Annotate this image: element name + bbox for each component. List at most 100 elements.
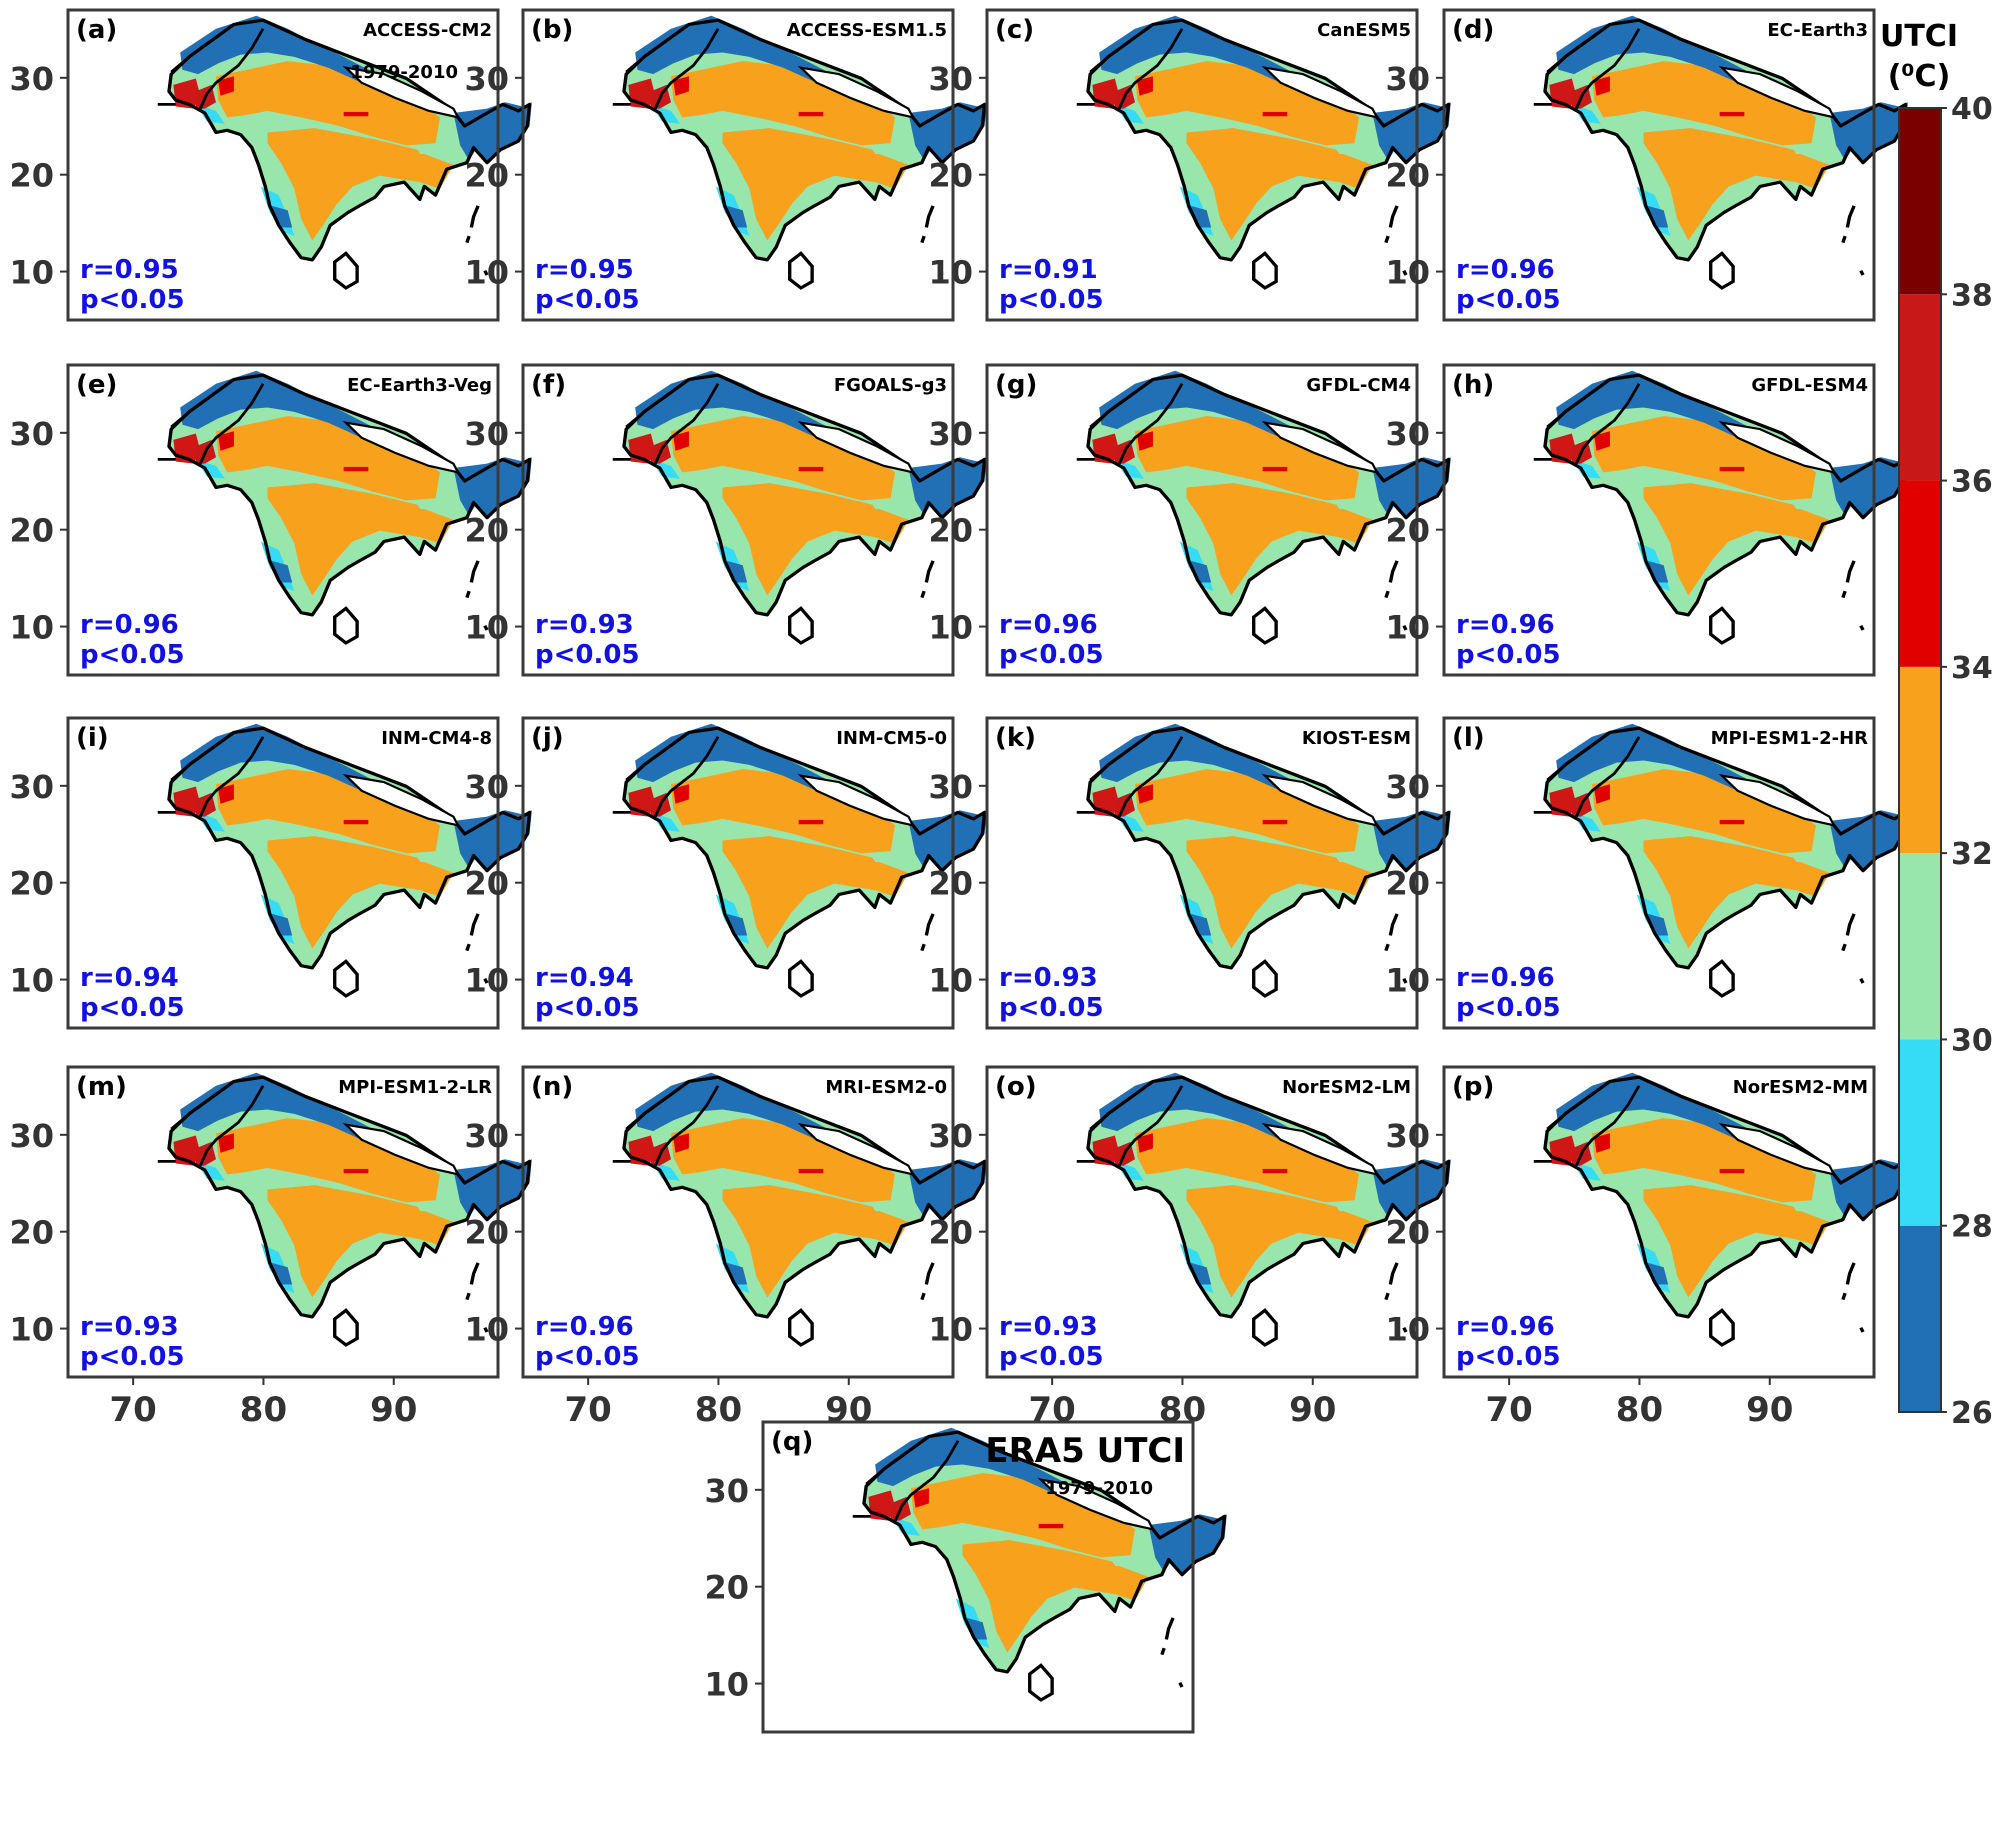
panel-letter: (q) xyxy=(771,1427,813,1457)
correlation-r: r=0.93 xyxy=(535,610,634,640)
x-tick-label: 70 xyxy=(564,1390,611,1430)
correlation-r: r=0.96 xyxy=(1456,1312,1555,1342)
x-tick-label: 90 xyxy=(1746,1390,1793,1430)
y-tick-label: 10 xyxy=(928,1311,973,1349)
panel-letter: (g) xyxy=(995,370,1037,400)
map-panel xyxy=(611,722,989,998)
correlation-r: r=0.95 xyxy=(80,255,179,285)
panel-model: KIOST-ESM xyxy=(1302,728,1411,749)
panel-model: ACCESS-CM2 xyxy=(363,20,492,41)
panel-model: MPI-ESM1-2-LR xyxy=(338,1077,492,1098)
map-region xyxy=(1075,14,1453,290)
map-region xyxy=(156,1071,534,1347)
panel-frame xyxy=(1442,716,1876,1030)
y-tick-label: 10 xyxy=(9,962,54,1000)
panel-frame xyxy=(1442,8,1876,322)
panel-letter: (n) xyxy=(531,1072,573,1102)
correlation-r: r=0.93 xyxy=(80,1312,179,1342)
y-tick-label: 10 xyxy=(1385,962,1430,1000)
panel-letter: (h) xyxy=(1452,370,1494,400)
colorbar-bin xyxy=(1899,666,1941,854)
panel-model: EC-Earth3 xyxy=(1767,20,1868,41)
x-tick-label: 70 xyxy=(1485,1390,1532,1430)
colorbar-tick-label: 32 xyxy=(1951,837,1993,872)
correlation-r: r=0.96 xyxy=(80,610,179,640)
y-tick-label: 10 xyxy=(9,1311,54,1349)
map-panel xyxy=(1532,369,1910,645)
panel-model: MPI-ESM1-2-HR xyxy=(1711,728,1868,749)
map-region xyxy=(611,722,989,998)
panel-frame xyxy=(761,1420,1195,1734)
panel-letter: (p) xyxy=(1452,1072,1494,1102)
colorbar-bin xyxy=(1899,1225,1941,1412)
panel-letter: (f) xyxy=(531,370,566,400)
map-panel xyxy=(1532,1071,1910,1347)
map-region xyxy=(1075,722,1453,998)
map-panel xyxy=(156,14,534,290)
y-tick-label: 30 xyxy=(9,415,54,453)
panel-model: EC-Earth3-Veg xyxy=(347,375,492,396)
map-panel xyxy=(611,1071,989,1347)
x-tick-label: 80 xyxy=(1159,1390,1206,1430)
panel-frame xyxy=(66,716,500,1030)
significance-p: p<0.05 xyxy=(535,640,640,670)
y-tick-label: 20 xyxy=(9,512,54,550)
significance-p: p<0.05 xyxy=(999,640,1104,670)
map-panel xyxy=(1532,722,1910,998)
colorbar-tick-label: 34 xyxy=(1951,651,1993,686)
map-region xyxy=(156,722,534,998)
y-tick-label: 20 xyxy=(464,865,509,903)
panel-period: 1979-2010 xyxy=(1045,1478,1153,1499)
y-tick-label: 20 xyxy=(704,1569,749,1607)
correlation-r: r=0.96 xyxy=(1456,255,1555,285)
x-tick-label: 90 xyxy=(370,1390,417,1430)
y-tick-label: 10 xyxy=(464,962,509,1000)
x-tick-label: 70 xyxy=(109,1390,156,1430)
panel-frame xyxy=(66,8,500,322)
colorbar-unit: (⁰C) xyxy=(1888,59,1951,94)
x-tick-label: 80 xyxy=(1616,1390,1663,1430)
y-tick-label: 10 xyxy=(1385,1311,1430,1349)
x-tick-label: 90 xyxy=(825,1390,872,1430)
y-tick-label: 30 xyxy=(9,768,54,806)
panel-frame xyxy=(985,716,1419,1030)
y-tick-label: 10 xyxy=(464,254,509,292)
panel-letter: (k) xyxy=(995,723,1036,753)
panel-frame xyxy=(66,1065,500,1379)
panel-model: MRI-ESM2-0 xyxy=(825,1077,947,1098)
panel-model: GFDL-ESM4 xyxy=(1751,375,1868,396)
y-tick-label: 30 xyxy=(1385,768,1430,806)
y-tick-label: 30 xyxy=(464,768,509,806)
y-tick-label: 10 xyxy=(9,254,54,292)
significance-p: p<0.05 xyxy=(1456,640,1561,670)
correlation-r: r=0.96 xyxy=(1456,610,1555,640)
map-region xyxy=(1075,1071,1453,1347)
map-region xyxy=(611,369,989,645)
y-tick-label: 10 xyxy=(928,609,973,647)
colorbar-bin xyxy=(1899,853,1941,1040)
significance-p: p<0.05 xyxy=(1456,993,1561,1023)
y-tick-label: 30 xyxy=(1385,60,1430,98)
significance-p: p<0.05 xyxy=(1456,285,1561,315)
colorbar-tick-label: 40 xyxy=(1951,92,1993,127)
y-tick-label: 30 xyxy=(928,60,973,98)
y-tick-label: 30 xyxy=(928,1117,973,1155)
y-tick-label: 20 xyxy=(1385,157,1430,195)
significance-p: p<0.05 xyxy=(80,993,185,1023)
panel-model: CanESM5 xyxy=(1317,20,1411,41)
y-tick-label: 30 xyxy=(704,1472,749,1510)
x-tick-label: 80 xyxy=(695,1390,742,1430)
panel-letter: (j) xyxy=(531,723,564,753)
y-tick-label: 20 xyxy=(1385,1214,1430,1252)
y-tick-label: 20 xyxy=(928,865,973,903)
colorbar-frame xyxy=(1898,107,1942,1413)
y-tick-label: 20 xyxy=(928,512,973,550)
panel-frame xyxy=(66,363,500,677)
panel-frame xyxy=(521,8,955,322)
colorbar-title: UTCI xyxy=(1880,19,1958,54)
panel-letter: (l) xyxy=(1452,723,1485,753)
panel-letter: (b) xyxy=(531,15,573,45)
y-tick-label: 20 xyxy=(928,157,973,195)
panel-model: ACCESS-ESM1.5 xyxy=(787,20,947,41)
